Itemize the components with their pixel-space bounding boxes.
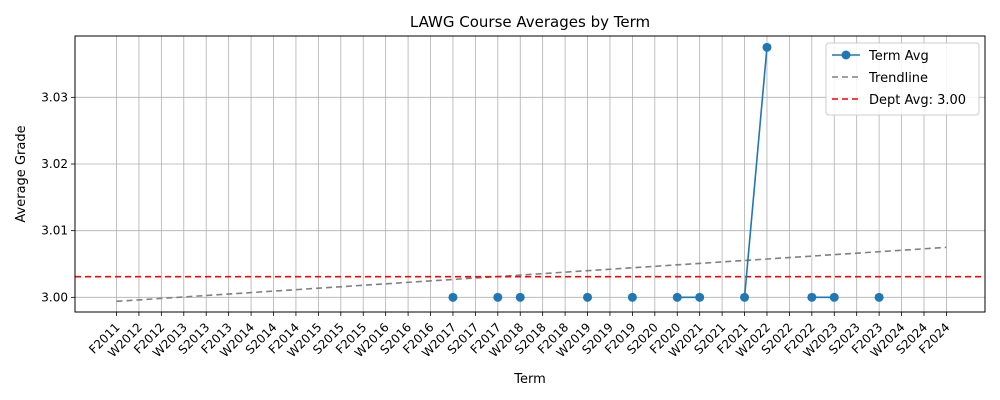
- term-avg-point: [493, 292, 503, 302]
- term-avg-point: [448, 292, 458, 302]
- term-avg-point: [829, 292, 839, 302]
- y-axis-ticks: 3.00 3.01 3.02 3.03: [41, 90, 75, 304]
- legend: Term Avg Trendline Dept Avg: 3.00: [825, 42, 980, 116]
- term-avg-line-segment: [743, 47, 768, 298]
- y-tick-label: 3.02: [41, 157, 68, 171]
- legend-label: Term Avg: [868, 49, 929, 64]
- chart-title: LAWG Course Averages by Term: [410, 13, 650, 31]
- legend-marker-term-avg: [841, 50, 851, 60]
- term-avg-point: [627, 292, 637, 302]
- term-avg-point: [515, 292, 525, 302]
- reference-lines: [75, 246, 985, 303]
- legend-items: Term Avg Trendline Dept Avg: 3.00: [832, 49, 966, 108]
- series-layer: [448, 42, 884, 302]
- y-tick-label: 3.03: [41, 90, 68, 104]
- term-avg-point: [583, 292, 593, 302]
- y-tick-label: 3.00: [41, 290, 68, 304]
- term-avg-point: [762, 42, 772, 52]
- x-axis-ticks: F2011W2012F2012W2013S2013F2013W2014S2014…: [86, 312, 953, 360]
- legend-label: Dept Avg: 3.00: [869, 93, 966, 108]
- term-avg-point: [672, 292, 682, 302]
- term-avg-point: [695, 292, 705, 302]
- term-avg-point: [740, 292, 750, 302]
- legend-label: Trendline: [868, 71, 928, 86]
- term-avg-point: [807, 292, 817, 302]
- y-tick-label: 3.01: [41, 224, 68, 238]
- x-axis-title: Term: [513, 372, 546, 387]
- plot-frame: [74, 35, 986, 313]
- y-axis-title: Average Grade: [14, 125, 29, 222]
- legend-box: [825, 42, 980, 116]
- term-avg-point: [874, 292, 884, 302]
- trendline: [116, 246, 947, 303]
